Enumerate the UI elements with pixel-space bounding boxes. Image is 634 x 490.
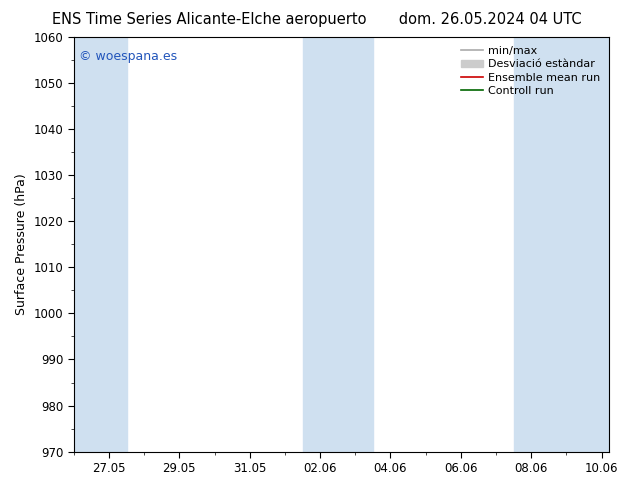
Text: ENS Time Series Alicante-Elche aeropuerto       dom. 26.05.2024 04 UTC: ENS Time Series Alicante-Elche aeropuert… (52, 12, 582, 27)
Y-axis label: Surface Pressure (hPa): Surface Pressure (hPa) (15, 173, 28, 315)
Bar (302, 37, 373, 452)
Legend: min/max, Desviació estàndar, Ensemble mean run, Controll run: min/max, Desviació estàndar, Ensemble me… (458, 43, 603, 99)
Text: © woespana.es: © woespana.es (79, 49, 177, 63)
Bar (514, 37, 609, 452)
Bar (74, 37, 127, 452)
